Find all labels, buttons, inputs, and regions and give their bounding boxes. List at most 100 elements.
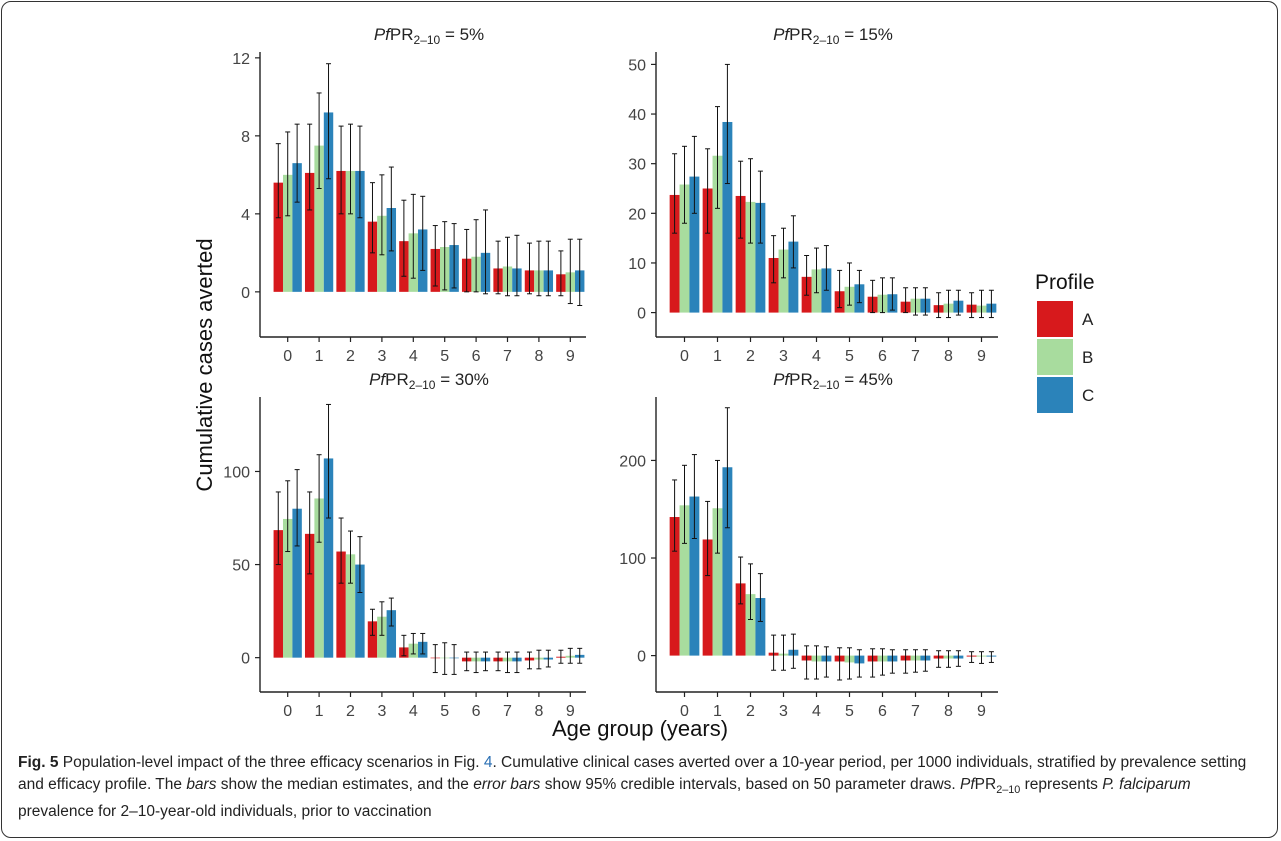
y-tick-label: 10 <box>628 256 646 273</box>
bar-A-age-2 <box>735 195 746 313</box>
bar-B-age-1 <box>712 508 723 656</box>
panel-4: PfPR2–10 = 45% 0 100 200 0 1 2 3 4 5 6 7 8 9 <box>619 370 998 720</box>
x-tick-label: 2 <box>346 348 355 365</box>
bar-C-age-2 <box>355 170 365 292</box>
panel-title-sub: 2–10 <box>813 378 840 392</box>
bar-C-age-3 <box>386 610 397 658</box>
bar-B-age-1 <box>314 145 324 292</box>
x-tick-label: 0 <box>283 703 292 720</box>
x-tick-label: 1 <box>713 348 722 365</box>
panel-title-pr: PR <box>789 370 813 389</box>
x-tick-label: 0 <box>680 348 689 365</box>
x-tick-label: 1 <box>713 703 722 720</box>
panel-title-value: = 5% <box>440 25 484 44</box>
bar-A-age-1 <box>304 172 315 292</box>
y-tick-label: 40 <box>628 107 646 124</box>
x-tick-label: 8 <box>534 703 543 720</box>
panel-title-pf: Pf <box>773 25 791 44</box>
bar-C-age-1 <box>722 121 733 313</box>
y-tick-label: 100 <box>619 551 646 568</box>
panel-title-value: = 45% <box>839 370 892 389</box>
legend-swatch-C <box>1037 377 1073 413</box>
x-tick-label: 7 <box>503 703 512 720</box>
bar-A-age-2 <box>336 551 346 658</box>
y-tick-label: 0 <box>241 651 250 668</box>
x-tick-label: 5 <box>845 348 854 365</box>
bar-A-age-3 <box>768 257 779 313</box>
bar-C-age-1 <box>323 112 334 292</box>
x-tick-label: 2 <box>746 703 755 720</box>
bar-C-age-0 <box>689 496 700 656</box>
bar-B-age-2 <box>345 554 356 658</box>
x-tick-label: 9 <box>977 703 986 720</box>
bar-B-age-3 <box>377 616 387 658</box>
x-tick-label: 7 <box>911 348 920 365</box>
x-tick-label: 8 <box>944 348 953 365</box>
y-tick-label: 50 <box>628 57 646 74</box>
panel-2: PfPR2–10 = 15% 0 10 20 30 40 50 0 1 2 3 4 5 6 7 8 9 <box>628 25 998 365</box>
x-tick-label: 0 <box>283 348 292 365</box>
caption-text-6: prevalence for 2–10-year-old individuals… <box>18 803 432 821</box>
panel-title-pf: Pf <box>369 370 387 389</box>
x-tick-label: 0 <box>680 703 689 720</box>
bar-C-age-0 <box>689 176 700 313</box>
y-tick-label: 200 <box>619 453 646 470</box>
x-tick-label: 3 <box>779 703 788 720</box>
x-tick-label: 8 <box>534 348 543 365</box>
bar-A-age-0 <box>669 517 680 656</box>
x-tick-label: 6 <box>878 703 887 720</box>
panel-title-sub: 2–10 <box>409 378 436 392</box>
panel-title-sub: 2–10 <box>813 33 840 47</box>
y-tick-label: 0 <box>241 285 250 302</box>
legend: Profile ABC <box>1035 271 1095 413</box>
bar-A-age-2 <box>336 170 346 292</box>
bar-A-age-3 <box>367 221 378 292</box>
x-tick-label: 6 <box>472 703 481 720</box>
caption-figref[interactable]: 4 <box>483 754 493 771</box>
caption-pr: PR <box>974 776 997 793</box>
caption-em-errorbars: error bars <box>473 776 541 793</box>
x-tick-label: 2 <box>746 348 755 365</box>
legend-swatch-B <box>1037 339 1073 375</box>
bar-A-age-1 <box>702 188 713 313</box>
caption-species: P. falciparum <box>1102 776 1191 793</box>
x-tick-label: 5 <box>440 703 449 720</box>
panel-title: PfPR2–10 = 15% <box>773 25 893 47</box>
panel-3: PfPR2–10 = 30% 0 50 100 0 1 2 3 4 5 6 7 8 9 <box>223 370 586 720</box>
x-axis-title: Age group (years) <box>552 716 728 741</box>
bar-B-age-2 <box>745 201 756 313</box>
y-tick-label: 50 <box>232 558 250 575</box>
x-tick-label: 3 <box>377 703 386 720</box>
panel-title-pf: Pf <box>374 25 392 44</box>
y-tick-label: 8 <box>241 129 250 146</box>
x-tick-label: 5 <box>845 703 854 720</box>
x-tick-label: 2 <box>346 703 355 720</box>
panel-title-pr: PR <box>385 370 409 389</box>
caption-text-2: . Cumulative clinical cases averted over… <box>18 754 1247 793</box>
figure-caption: Fig. 5 Population-level impact of the th… <box>18 752 1263 823</box>
x-tick-label: 1 <box>315 348 324 365</box>
x-tick-label: 9 <box>977 348 986 365</box>
panel-title-pf: Pf <box>773 370 791 389</box>
y-tick-label: 20 <box>628 206 646 223</box>
bar-B-age-0 <box>679 505 690 656</box>
bar-B-age-1 <box>712 155 723 313</box>
caption-text-3: show the median estimates, and the <box>216 776 474 793</box>
panel-title: PfPR2–10 = 5% <box>374 25 484 47</box>
bar-A-age-0 <box>273 530 283 658</box>
bar-B-age-0 <box>282 174 293 292</box>
y-tick-label: 4 <box>241 207 250 224</box>
x-tick-label: 9 <box>566 348 575 365</box>
panel-title-sub: 2–10 <box>414 33 441 47</box>
x-tick-label: 5 <box>440 348 449 365</box>
x-tick-label: 4 <box>812 703 821 720</box>
panel-title-value: = 15% <box>839 25 892 44</box>
x-tick-label: 4 <box>812 348 821 365</box>
caption-text-1: Population-level impact of the three eff… <box>58 754 484 771</box>
caption-pf: Pf <box>960 776 975 793</box>
bar-C-age-1 <box>722 467 733 656</box>
bar-B-age-3 <box>778 249 789 313</box>
